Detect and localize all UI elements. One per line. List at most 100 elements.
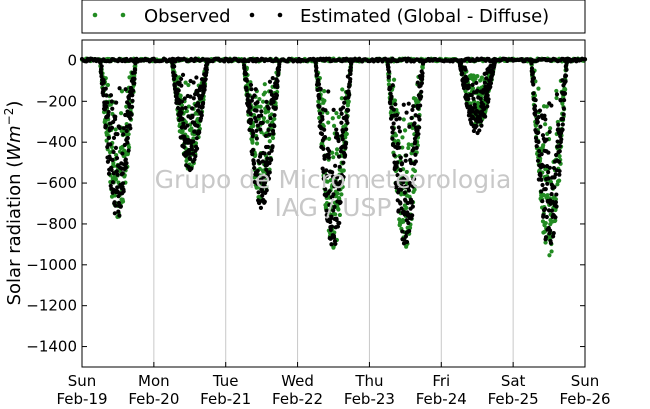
estimated-point [470, 109, 476, 114]
estimated-point [254, 172, 260, 177]
x-tick-label-day: Mon [138, 372, 170, 390]
y-tick-label: −200 [36, 92, 77, 110]
observed-point [105, 82, 111, 88]
estimated-point [322, 135, 328, 140]
estimated-point [275, 79, 280, 84]
estimated-point [189, 146, 194, 152]
estimated-point [477, 128, 482, 133]
estimated-point [313, 60, 318, 65]
estimated-point [538, 173, 543, 178]
estimated-point [394, 117, 399, 122]
estimated-point [537, 108, 543, 113]
estimated-point [392, 153, 397, 158]
estimated-point [538, 124, 543, 129]
observed-point [404, 205, 409, 211]
estimated-point [329, 214, 334, 219]
observed-point [113, 127, 118, 132]
observed-point [392, 98, 398, 103]
estimated-point [188, 156, 193, 162]
estimated-point [478, 119, 484, 124]
estimated-point [117, 86, 122, 91]
estimated-point [338, 179, 343, 185]
estimated-point [337, 220, 342, 226]
estimated-point [409, 161, 414, 166]
estimated-point [248, 105, 253, 110]
estimated-point [546, 176, 551, 181]
estimated-point [404, 239, 410, 245]
observed-point [333, 212, 338, 217]
estimated-point [264, 99, 269, 104]
plot-frame [81, 39, 586, 368]
estimated-point [540, 199, 545, 204]
estimated-point [490, 69, 496, 75]
estimated-point [391, 107, 396, 112]
legend-observed-marker [92, 12, 98, 18]
estimated-point [267, 132, 272, 137]
legend-estimated-marker [249, 12, 255, 18]
x-tick-label-day: Sat [501, 372, 526, 390]
estimated-point [385, 59, 390, 64]
estimated-point [557, 172, 562, 177]
estimated-point [418, 103, 423, 108]
estimated-point [554, 92, 560, 97]
estimated-point [254, 128, 259, 133]
observed-point [553, 197, 558, 202]
observed-point [412, 168, 418, 174]
observed-point [334, 151, 339, 156]
estimated-point [410, 184, 416, 189]
estimated-point [397, 116, 402, 121]
estimated-point [486, 97, 491, 102]
observed-point [120, 199, 126, 204]
estimated-point [262, 184, 267, 189]
estimated-point [241, 58, 246, 64]
estimated-point [341, 160, 346, 165]
estimated-point [472, 105, 478, 110]
estimated-point [337, 183, 342, 188]
estimated-point [253, 87, 258, 92]
estimated-point [267, 160, 272, 166]
observed-point [124, 104, 129, 109]
observed-point [325, 179, 330, 184]
observed-point [270, 135, 276, 141]
estimated-point [547, 129, 552, 134]
estimated-point [488, 81, 494, 86]
estimated-point [398, 201, 403, 206]
estimated-point [564, 67, 569, 72]
estimated-point [260, 120, 265, 126]
estimated-point [549, 103, 554, 108]
estimated-point [407, 124, 412, 129]
observed-point [262, 90, 268, 95]
y-tick-label: −400 [36, 133, 77, 151]
estimated-point [191, 96, 196, 101]
estimated-point [261, 174, 267, 179]
estimated-point [320, 166, 325, 171]
estimated-point [533, 136, 539, 141]
estimated-point [188, 94, 193, 99]
estimated-point [333, 163, 338, 168]
observed-point [344, 131, 349, 137]
estimated-point [317, 104, 322, 109]
estimated-point [246, 108, 251, 114]
estimated-point [189, 106, 195, 111]
estimated-point [546, 170, 551, 175]
observed-point [336, 207, 341, 212]
observed-point [557, 178, 562, 183]
estimated-point [393, 185, 399, 190]
estimated-point [536, 130, 541, 135]
estimated-point [488, 84, 493, 89]
estimated-point [270, 144, 275, 149]
estimated-point [348, 76, 353, 82]
estimated-point [396, 125, 401, 130]
estimated-point [242, 66, 247, 72]
estimated-point [268, 123, 273, 128]
estimated-point [112, 200, 117, 205]
y-tick-label: −1200 [26, 297, 77, 315]
estimated-point [123, 87, 128, 92]
estimated-point [333, 241, 338, 246]
estimated-point [202, 87, 207, 92]
estimated-point [343, 141, 349, 147]
estimated-point [243, 71, 249, 77]
estimated-point [265, 144, 271, 150]
estimated-point [485, 104, 490, 109]
estimated-point [415, 128, 420, 133]
